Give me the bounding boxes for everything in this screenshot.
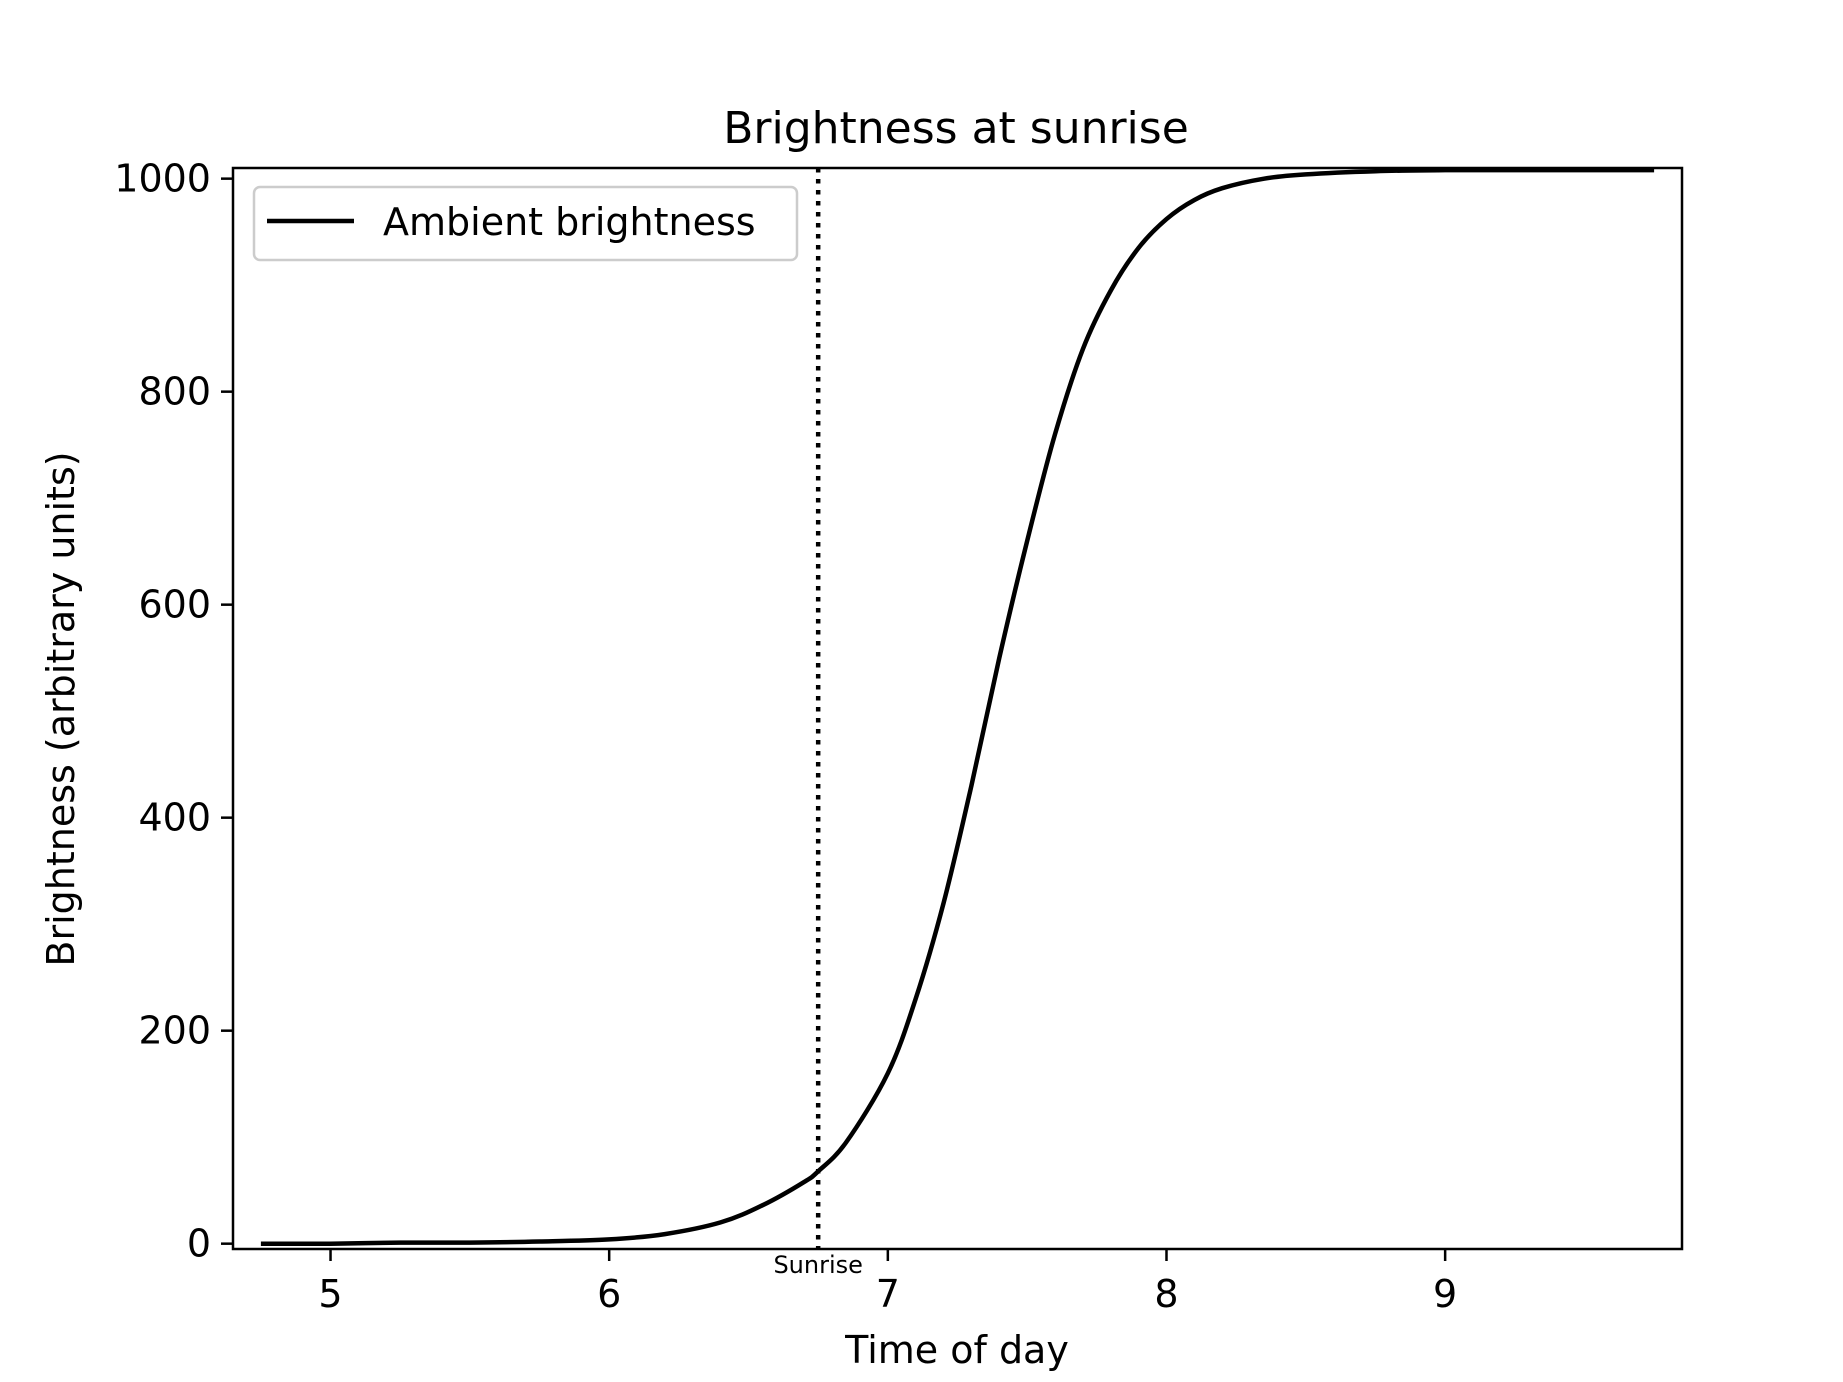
y-tick-label: 0 — [187, 1222, 211, 1266]
legend-box — [252, 185, 799, 262]
x-axis-ticks: 5 6 7 8 9 — [318, 1249, 1457, 1316]
x-axis-label: Time of day — [844, 1328, 1069, 1372]
plot-frame — [231, 166, 1684, 1251]
y-axis-label: Brightness (arbitrary units) — [39, 451, 83, 966]
y-tick-label: 200 — [138, 1009, 211, 1053]
x-tick-label: 9 — [1433, 1272, 1457, 1316]
chart-title: Brightness at sunrise — [723, 103, 1189, 154]
x-tick-label: 6 — [597, 1272, 621, 1316]
y-tick-label: 800 — [138, 370, 211, 414]
series-line-ambient-brightness — [260, 167, 1655, 1247]
x-tick-label: 7 — [876, 1272, 900, 1316]
annotation-layer: Sunrise — [773, 168, 863, 1279]
series-layer — [260, 167, 1655, 1247]
y-tick-label: 1000 — [114, 157, 211, 201]
plot-area: 0 200 400 600 800 1000 5 6 7 8 9 Sunrise — [114, 157, 1684, 1316]
x-tick-label: 5 — [318, 1272, 342, 1316]
y-tick-label: 600 — [138, 583, 211, 627]
legend-label-ambient-brightness: Ambient brightness — [383, 200, 756, 244]
legend: Ambient brightness — [252, 185, 799, 262]
x-tick-label: 8 — [1154, 1272, 1178, 1316]
y-tick-label: 400 — [138, 796, 211, 840]
y-axis-ticks: 0 200 400 600 800 1000 — [114, 157, 233, 1266]
sunrise-label: Sunrise — [773, 1251, 862, 1279]
